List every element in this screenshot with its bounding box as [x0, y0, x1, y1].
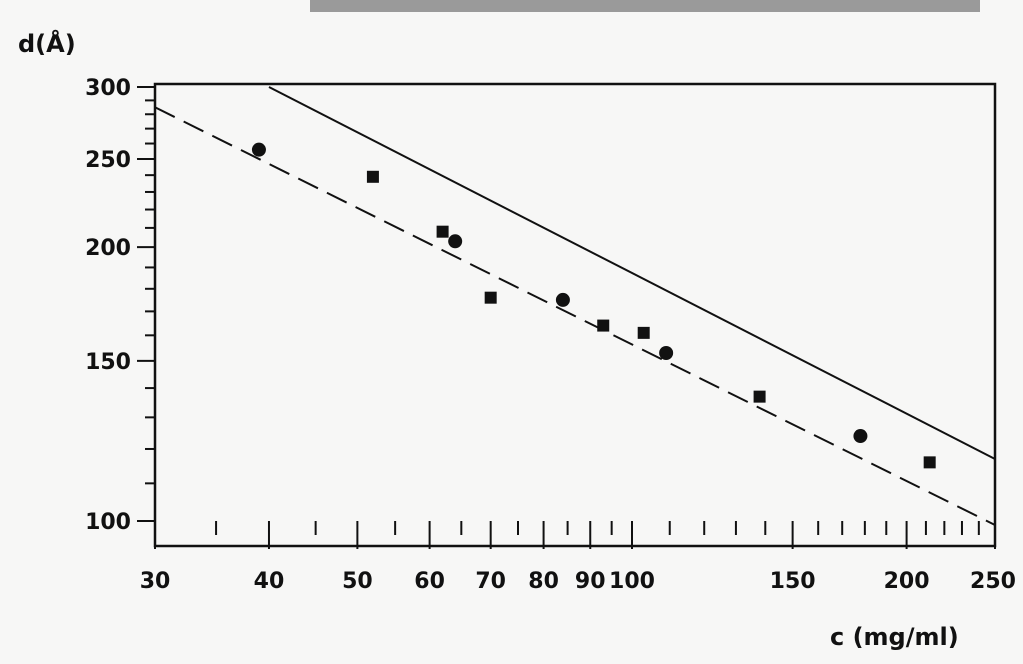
- y-tick-label: 200: [85, 236, 131, 261]
- square-data-point: [753, 390, 766, 403]
- plot-frame: [153, 82, 997, 548]
- x-tick-label: 200: [884, 569, 930, 594]
- square-data-point: [366, 170, 379, 183]
- y-tick-labels: 300 250 200 150 100: [85, 76, 131, 535]
- axis-ticks: [137, 86, 996, 549]
- x-axis-title: c (mg/ml): [830, 623, 959, 651]
- square-data-point: [597, 319, 610, 332]
- y-tick-label: 250: [85, 148, 131, 173]
- y-tick-label: 150: [85, 350, 131, 375]
- y-tick-label: 100: [85, 510, 131, 535]
- fit-lines: [154, 86, 996, 526]
- circle-data-point: [251, 142, 266, 157]
- circle-data-point: [659, 346, 674, 361]
- square-data-point: [637, 326, 650, 339]
- square-data-point: [484, 291, 497, 304]
- x-tick-label: 250: [970, 569, 1016, 594]
- x-tick-label: 40: [254, 569, 285, 594]
- y-tick-label: 300: [85, 76, 131, 101]
- circle-data-point: [853, 429, 868, 444]
- y-axis-title: d(Å): [18, 29, 76, 58]
- data-points: [251, 142, 936, 469]
- dashed-fit-line: [154, 106, 996, 526]
- x-tick-label: 30: [140, 569, 171, 594]
- solid-fit-line: [268, 86, 996, 460]
- x-tick-label: 80: [528, 569, 559, 594]
- x-tick-label: 100: [609, 569, 655, 594]
- x-tick-labels: 30 40 50 60 70 80 90 100 150 200 250: [140, 569, 1016, 594]
- x-tick-label: 70: [475, 569, 506, 594]
- x-tick-label: 60: [414, 569, 445, 594]
- circle-data-point: [555, 292, 570, 307]
- square-data-point: [436, 225, 449, 238]
- x-tick-label: 90: [575, 569, 606, 594]
- x-tick-label: 50: [342, 569, 373, 594]
- x-tick-label: 150: [770, 569, 816, 594]
- circle-data-point: [448, 234, 463, 249]
- square-data-point: [923, 456, 936, 469]
- top-paper-strip: [310, 0, 980, 12]
